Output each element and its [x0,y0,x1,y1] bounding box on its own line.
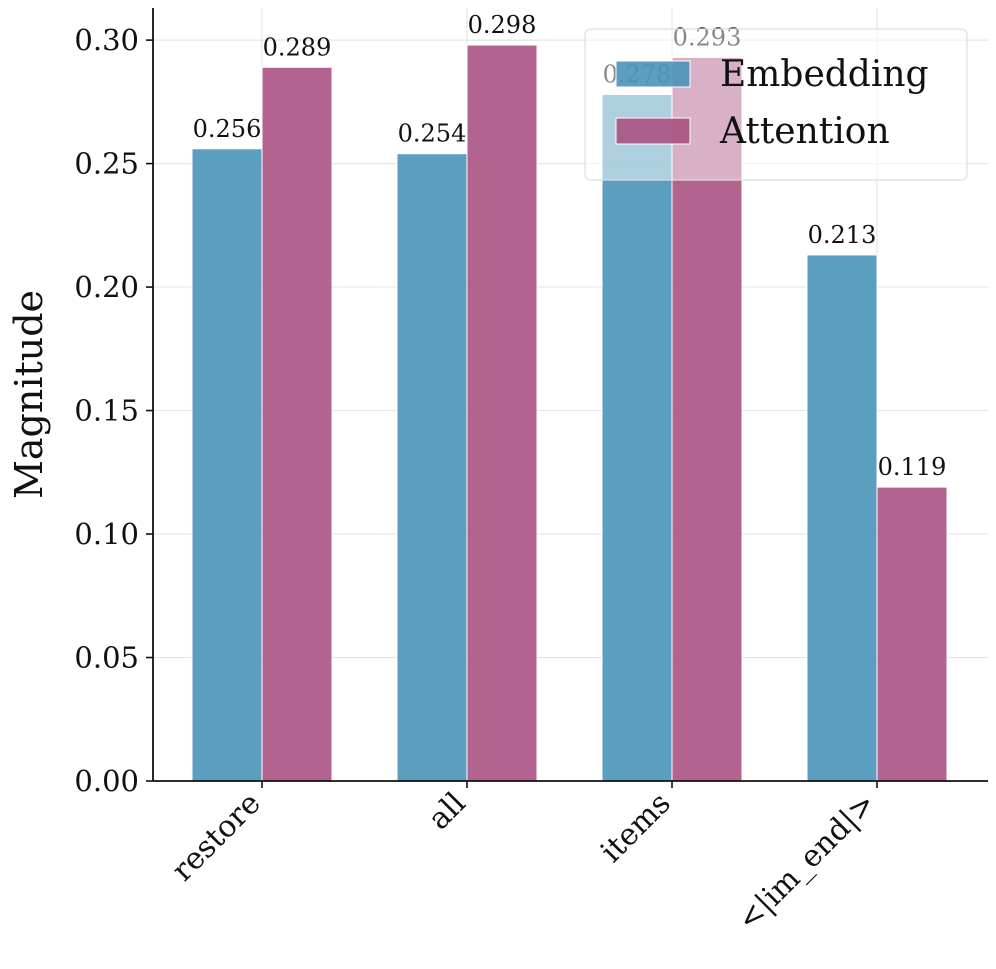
bar-embedding-2 [601,93,673,782]
bar-attention-1 [466,44,538,782]
y-tick-label: 0.00 [74,764,139,798]
data-label: 0.254 [398,120,467,148]
x-tick-label: all [422,786,473,837]
bar-embedding-1 [396,153,468,782]
legend-label-embedding: Embedding [720,54,929,95]
data-label: 0.256 [193,115,262,143]
y-tick-label: 0.20 [74,270,139,304]
x-tick-label: items [594,786,678,870]
legend: Embedding Attention [584,28,968,181]
x-tick-label: <|im_end|> [731,786,883,938]
legend-box [584,28,968,181]
data-label: 0.289 [263,33,332,61]
y-tick-label: 0.10 [74,517,139,551]
bar-embedding-0 [191,148,263,782]
legend-label-attention: Attention [719,111,890,152]
x-tick-label: restore [165,786,267,888]
legend-swatch-embedding [615,60,691,88]
data-label: 0.213 [808,221,877,249]
bar-attention-3 [876,486,948,782]
bar-attention-0 [261,66,333,782]
bars [191,44,948,782]
data-label: 0.119 [878,453,947,481]
data-label: 0.298 [468,11,537,39]
y-tick-label: 0.05 [74,641,139,675]
bar-embedding-3 [806,254,878,782]
y-tick-label: 0.15 [74,394,139,428]
y-tick-label: 0.25 [74,147,139,181]
y-tick-label: 0.30 [74,23,139,57]
y-axis-label: Magnitude [7,290,51,499]
legend-swatch-attention [615,117,691,145]
